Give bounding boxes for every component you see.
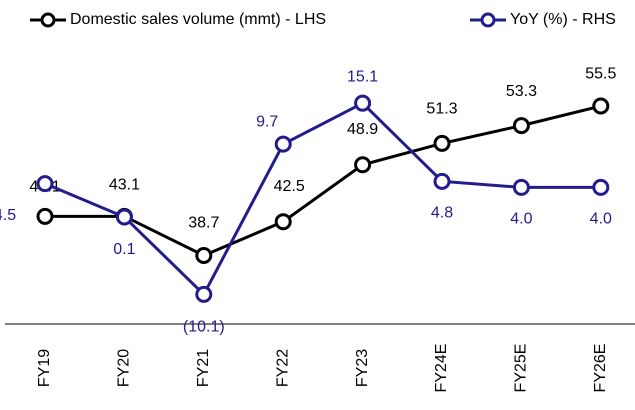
legend-label: YoY (%) - RHS <box>510 11 616 28</box>
data-label: 9.7 <box>256 113 278 130</box>
point <box>512 117 530 135</box>
point <box>512 178 530 196</box>
point <box>433 172 451 190</box>
data-label: 4.8 <box>431 205 453 222</box>
point <box>195 246 213 264</box>
point <box>36 207 54 225</box>
point <box>354 94 372 112</box>
data-label: 15.1 <box>347 68 378 85</box>
data-label: 0.1 <box>113 241 135 258</box>
x-tick-label: FY23 <box>354 349 371 387</box>
point <box>274 213 292 231</box>
legend-marker <box>40 12 56 28</box>
x-tick-label: FY19 <box>36 349 53 387</box>
point <box>115 208 133 226</box>
data-label: 38.7 <box>188 215 219 232</box>
data-label: 4.0 <box>590 211 612 228</box>
point <box>592 178 610 196</box>
x-tick-label: FY26E <box>592 344 609 393</box>
x-tick-label: FY21 <box>195 349 212 387</box>
point <box>592 97 610 115</box>
x-tick-label: FY25E <box>513 344 530 393</box>
series-line <box>45 104 602 258</box>
data-label: 4.5 <box>0 207 16 224</box>
legend-marker <box>480 12 496 28</box>
legend-label: Domestic sales volume (mmt) - LHS <box>70 11 326 28</box>
data-label: 42.5 <box>274 178 305 195</box>
data-label: 55.5 <box>585 65 616 82</box>
point <box>274 135 292 153</box>
point <box>195 285 213 303</box>
point <box>354 156 372 174</box>
point <box>433 134 451 152</box>
data-label: 48.9 <box>347 121 378 138</box>
data-label: 53.3 <box>506 83 537 100</box>
data-label: 4.0 <box>510 211 532 228</box>
data-label: 51.3 <box>426 101 457 118</box>
data-label: (10.1) <box>183 319 225 336</box>
point <box>36 175 54 193</box>
x-tick-label: FY24E <box>433 344 450 393</box>
x-tick-label: FY22 <box>274 349 291 387</box>
series-line <box>44 101 601 297</box>
x-tick-label: FY20 <box>116 349 133 387</box>
data-label: 43.1 <box>109 177 140 194</box>
